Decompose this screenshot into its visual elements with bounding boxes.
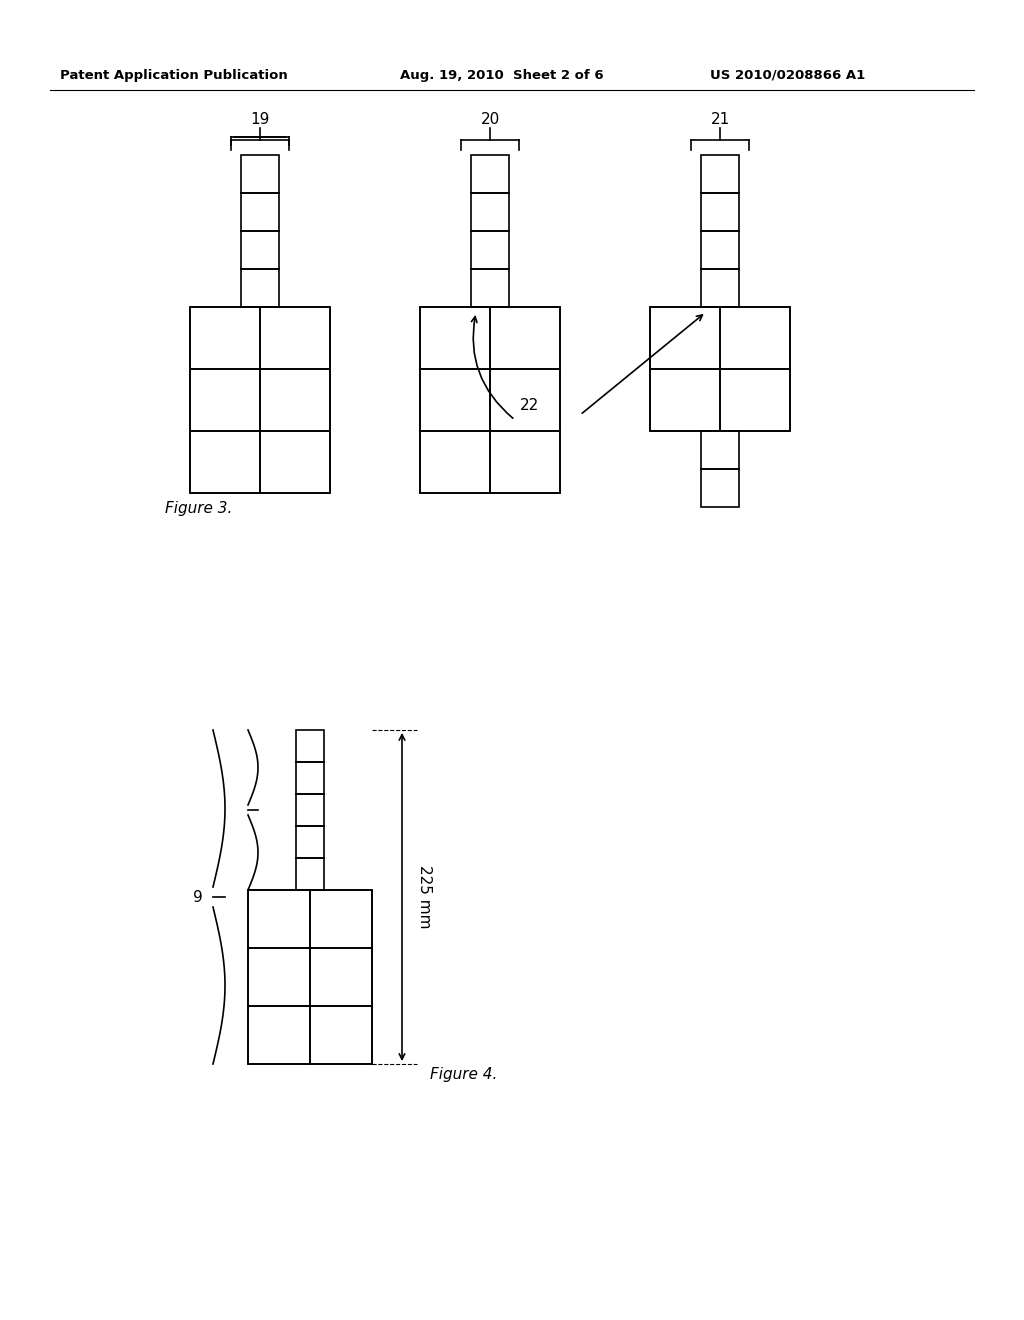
Text: Figure 4.: Figure 4. — [430, 1067, 498, 1081]
Text: 225 mm: 225 mm — [417, 865, 432, 929]
Text: Aug. 19, 2010  Sheet 2 of 6: Aug. 19, 2010 Sheet 2 of 6 — [400, 69, 603, 82]
Text: Patent Application Publication: Patent Application Publication — [60, 69, 288, 82]
Text: US 2010/0208866 A1: US 2010/0208866 A1 — [710, 69, 865, 82]
Text: 21: 21 — [711, 112, 730, 128]
Text: 9: 9 — [194, 890, 203, 904]
Text: 19: 19 — [250, 112, 269, 128]
Text: Figure 3.: Figure 3. — [165, 500, 232, 516]
Text: 20: 20 — [480, 112, 500, 128]
Text: 22: 22 — [520, 397, 540, 412]
